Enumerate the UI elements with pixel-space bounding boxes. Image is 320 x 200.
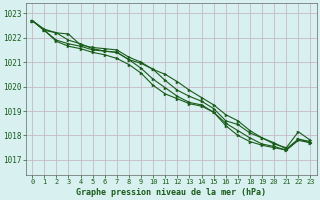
X-axis label: Graphe pression niveau de la mer (hPa): Graphe pression niveau de la mer (hPa) bbox=[76, 188, 266, 197]
